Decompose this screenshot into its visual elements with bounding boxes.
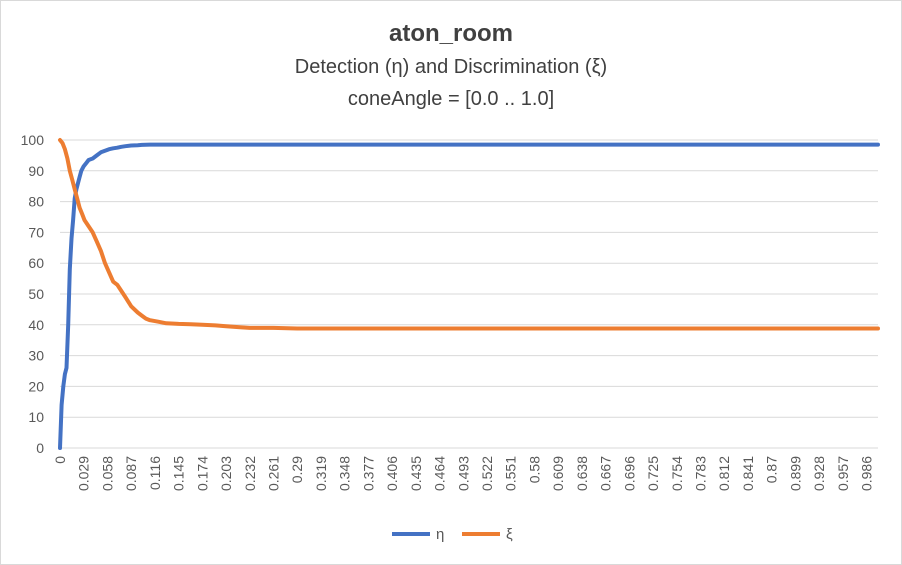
legend-label: η [436,526,444,543]
y-tick-label: 70 [28,224,44,240]
x-tick-label: 0.696 [621,456,637,491]
x-tick-label: 0.174 [194,456,210,491]
x-tick-label: 0 [52,456,68,464]
series-line-eta [58,142,880,450]
x-tick-label: 0.029 [76,456,92,491]
x-tick-label: 0.29 [289,456,305,483]
y-tick-label: 100 [21,132,45,148]
x-tick-label: 0.609 [550,456,566,491]
gridlines [60,139,878,449]
y-axis-ticks: 0 10 20 30 40 50 60 70 80 90 100 [21,132,45,456]
x-tick-label: 0.319 [313,456,329,491]
x-tick-label: 0.957 [835,456,851,491]
x-tick-label: 0.928 [811,456,827,491]
x-tick-label: 0.522 [479,456,495,491]
y-tick-label: 10 [28,409,44,425]
x-tick-label: 0.551 [503,456,519,491]
legend-label: ξ [506,526,513,543]
x-tick-label: 0.754 [669,456,685,491]
x-tick-label: 0.261 [265,456,281,491]
x-tick-label: 0.087 [123,456,139,491]
x-tick-label: 0.667 [598,456,614,491]
chart-subtitle-parameter: coneAngle = [0.0 .. 1.0] [347,88,555,110]
x-tick-label: 0.87 [764,456,780,483]
x-tick-label: 0.406 [384,456,400,491]
x-tick-label: 0.464 [432,456,448,491]
series-line-xi [58,138,880,331]
x-tick-label: 0.145 [171,456,187,491]
y-tick-label: 0 [36,440,44,456]
x-tick-label: 0.348 [337,456,353,491]
x-tick-label: 0.986 [859,456,875,491]
x-tick-label: 0.725 [645,456,661,491]
x-axis-ticks: 0 0.029 0.058 0.087 0.116 0.145 0.174 0.203 0.23… [52,456,875,491]
y-tick-label: 90 [28,163,44,179]
x-tick-label: 0.638 [574,456,590,491]
x-tick-label: 0.232 [242,456,258,491]
x-tick-label: 0.203 [218,456,234,491]
x-tick-label: 0.812 [716,456,732,491]
x-tick-label: 0.377 [360,456,376,491]
y-tick-label: 50 [28,286,44,302]
y-tick-label: 20 [28,378,44,394]
x-tick-label: 0.058 [99,456,115,491]
x-tick-label: 0.435 [408,456,424,491]
y-tick-label: 80 [28,194,44,210]
x-tick-label: 0.783 [692,456,708,491]
chart-title: aton_room [388,20,513,47]
x-tick-label: 0.116 [147,456,163,490]
chart-subtitle: Detection (η) and Discrimination (ξ) [294,56,608,78]
y-tick-label: 40 [28,317,44,333]
x-tick-label: 0.493 [455,456,471,491]
series-lines [58,138,880,450]
x-tick-label: 0.899 [787,456,803,491]
y-tick-label: 60 [28,255,44,271]
x-tick-label: 0.58 [526,456,542,483]
y-tick-label: 30 [28,348,44,364]
x-tick-label: 0.841 [740,456,756,491]
